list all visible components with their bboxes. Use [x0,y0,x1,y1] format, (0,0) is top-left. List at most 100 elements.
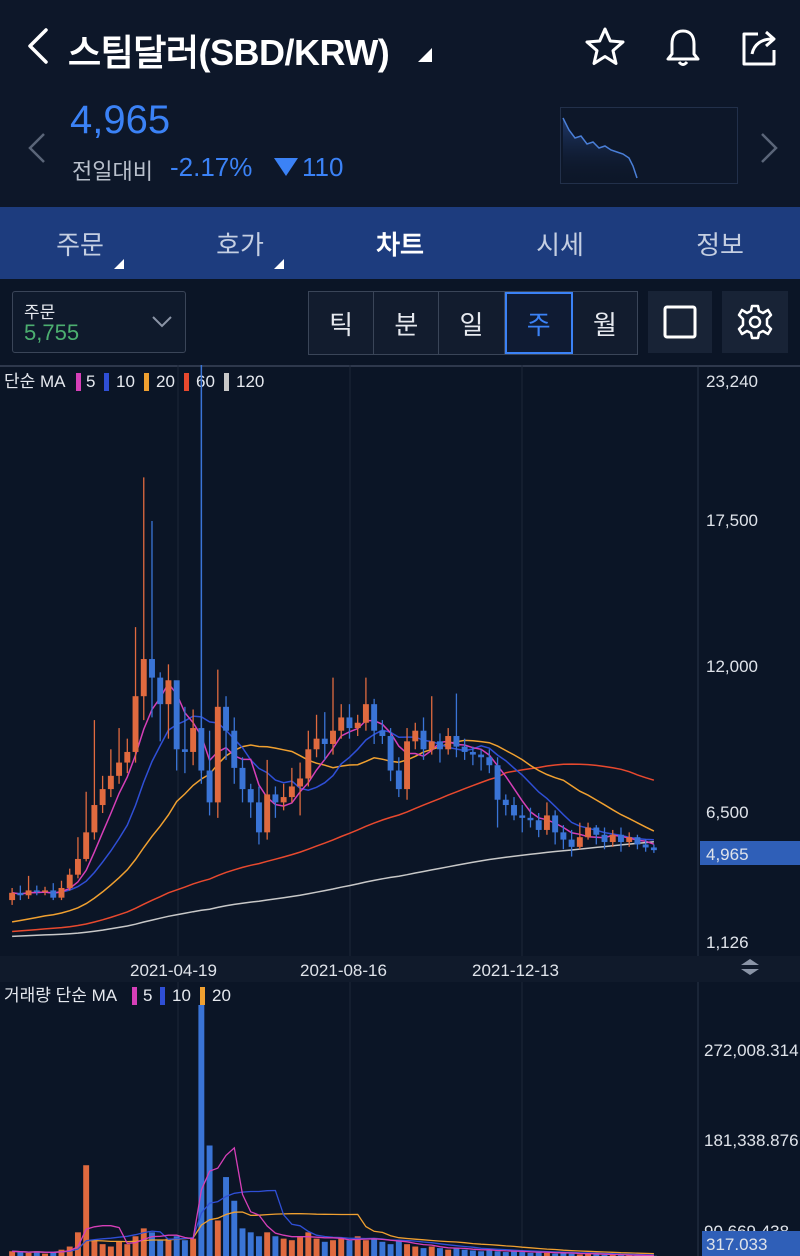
current-price-tag-bg [700,841,800,865]
volume-bar [543,1252,550,1256]
candle-body [99,789,106,806]
volume-bar [387,1244,394,1256]
candle-body [190,728,197,752]
volume-bar [255,1236,262,1256]
volume-legend-ma10: 10 [172,986,191,1005]
candle-body [453,736,460,747]
candle-body [527,817,534,821]
candle-body [519,815,526,818]
price-legend-ma10: 10 [116,372,135,391]
price-y-axis: 23,240 17,500 12,000 6,500 1,126 [706,372,758,952]
mini-sparkline-chart [560,107,738,184]
volume-bar [165,1238,172,1256]
volume-bar [346,1240,353,1256]
ma10-line [11,715,654,895]
candle-body [469,751,476,755]
price-summary [0,95,800,207]
change-amount: 110 [302,152,344,182]
chart-settings-button[interactable] [722,291,788,353]
candle-body [223,706,229,731]
volume-bar [50,1252,57,1256]
tab-info[interactable]: 정보 [640,207,800,279]
volume-bar [362,1240,369,1256]
candle-body [50,890,57,898]
period-minute-button[interactable]: 분 [374,292,440,354]
vol-ma5-swatch [132,987,137,1005]
volume-legend-ma20: 20 [212,986,231,1005]
candle-body [132,696,139,752]
tab-order[interactable]: 주문 [0,207,160,279]
current-volume-tag-bg [702,1231,800,1256]
chevron-down-icon[interactable] [150,314,174,330]
candle-body [387,736,394,771]
ma120-line [12,841,654,938]
share-icon[interactable] [738,26,782,68]
period-day-button[interactable]: 일 [439,292,505,354]
tab-orderbook[interactable]: 호가 [160,207,320,279]
period-month-button[interactable]: 월 [572,292,638,354]
candle-body [17,892,24,896]
bell-icon[interactable] [662,26,704,68]
candle-body [330,730,336,744]
price-volume-chart[interactable]: 단순 MA 5 10 20 60 120 23,240 17,500 12,00… [0,365,800,1256]
candle-body [585,827,592,838]
next-coin-arrow-icon[interactable] [758,132,780,164]
candle-body [511,805,517,816]
volume-bar [33,1251,40,1256]
resize-handle-icon[interactable] [741,959,759,975]
tab-chart-label: 차트 [376,229,424,260]
volume-bar [99,1244,106,1256]
price-legend-prefix: 단순 MA [4,372,66,391]
candle-body [354,722,361,729]
volume-bar [214,1220,221,1256]
down-triangle-icon [274,158,298,176]
tab-market[interactable]: 시세 [480,207,640,279]
ma20-swatch [144,373,149,391]
volume-bar [280,1238,287,1256]
candle-body [478,754,485,758]
volume-bar [502,1252,509,1256]
volume-bar [190,1238,197,1256]
order-select-label: 주문 [24,303,56,322]
period-week-button[interactable]: 주 [504,292,573,354]
price-y-tick: 12,000 [706,657,758,676]
candle-body [543,815,550,830]
candle-body [371,704,378,731]
candle-body [140,659,147,697]
volume-ma-lines [12,1146,654,1256]
volume-y-tick: 181,338.876 [704,1131,799,1150]
star-icon[interactable] [584,26,626,68]
volume-bar [486,1249,493,1256]
volume-bar [437,1248,443,1256]
current-price-tag: 4,965 [706,845,749,864]
volume-ma20-line [12,1211,654,1255]
volume-bar [42,1253,48,1256]
prev-coin-arrow-icon[interactable] [26,132,48,164]
page-title[interactable]: 스팀달러(SBD/KRW) [68,32,390,73]
volume-bar [231,1200,238,1256]
ma10-swatch [104,373,109,391]
volume-bar [560,1252,567,1256]
candle-body [280,797,287,803]
volume-bar [395,1240,402,1256]
volume-bar [74,1232,81,1256]
volume-bar [338,1238,345,1256]
price-y-tick: 1,126 [706,933,749,952]
volume-bar [313,1238,320,1256]
candle-body [560,832,567,840]
candle-body [650,847,657,851]
period-tick-button[interactable]: 틱 [309,292,375,354]
title-dropdown-caret-icon[interactable] [418,48,432,62]
candle-body [124,751,131,763]
change-label: 전일대비 [72,159,153,184]
main-tab-bar: 주문 호가 차트 시세 정보 [0,207,800,279]
candle-body [568,839,575,847]
back-arrow-icon[interactable] [22,26,54,66]
volume-bars [9,1005,657,1256]
tab-order-corner-icon [114,259,124,269]
tab-chart[interactable]: 차트 [320,207,480,279]
fullscreen-button[interactable] [648,291,712,353]
candle-body [412,730,419,742]
candle-body [83,832,90,859]
volume-bar [247,1232,254,1256]
